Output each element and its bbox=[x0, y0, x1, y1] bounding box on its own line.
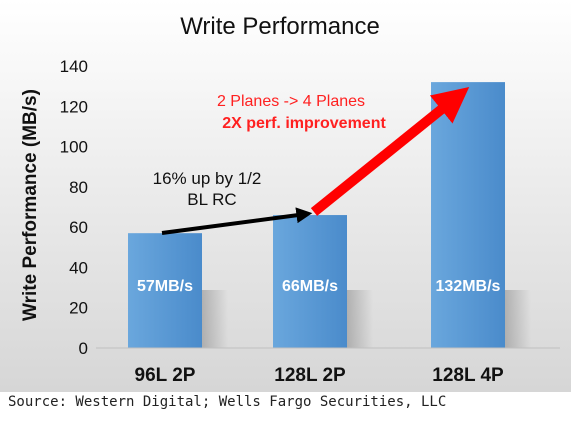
bar bbox=[431, 82, 505, 348]
red-arrow bbox=[310, 86, 470, 216]
y-tick-label: 0 bbox=[79, 339, 88, 358]
black-annotation-line2: BL RC bbox=[187, 190, 236, 209]
chart-title: Write Performance bbox=[180, 13, 380, 40]
data-label: 66MB/s bbox=[282, 278, 338, 295]
black-annotation-line1: 16% up by 1/2 bbox=[153, 169, 262, 188]
bar-shadow bbox=[202, 290, 228, 348]
data-label: 132MB/s bbox=[436, 278, 501, 295]
y-axis-ticks: 0 20 40 60 80 100 120 140 bbox=[60, 57, 88, 358]
y-axis-label: Write Performance (MB/s) bbox=[20, 89, 41, 321]
x-axis-ticks: 96L 2P 128L 2P 128L 4P bbox=[135, 365, 505, 386]
y-tick-label: 80 bbox=[69, 178, 88, 197]
bar bbox=[273, 215, 347, 348]
y-tick-label: 20 bbox=[69, 299, 88, 318]
chart-canvas: Write Performance Write Performance (MB/… bbox=[0, 0, 571, 392]
source-note: Source: Western Digital; Wells Fargo Sec… bbox=[8, 394, 447, 410]
x-tick-label: 96L 2P bbox=[135, 365, 196, 386]
y-tick-label: 140 bbox=[60, 57, 88, 76]
x-tick-label: 128L 2P bbox=[274, 365, 346, 386]
bar-shadow bbox=[505, 290, 531, 348]
red-annotation-line1: 2 Planes -> 4 Planes bbox=[217, 93, 365, 110]
bars bbox=[128, 82, 505, 348]
x-tick-label: 128L 4P bbox=[432, 365, 504, 386]
y-tick-label: 100 bbox=[60, 138, 88, 157]
y-tick-label: 40 bbox=[69, 258, 88, 277]
bar-shadow bbox=[347, 290, 373, 348]
data-label: 57MB/s bbox=[137, 278, 193, 295]
bar bbox=[128, 233, 202, 348]
y-tick-label: 60 bbox=[69, 218, 88, 237]
data-labels: 57MB/s 66MB/s 132MB/s bbox=[137, 278, 501, 295]
black-arrow bbox=[161, 207, 313, 235]
red-annotation-line2: 2X perf. improvement bbox=[222, 115, 386, 132]
y-tick-label: 120 bbox=[60, 97, 88, 116]
bar-shadows bbox=[202, 290, 531, 348]
